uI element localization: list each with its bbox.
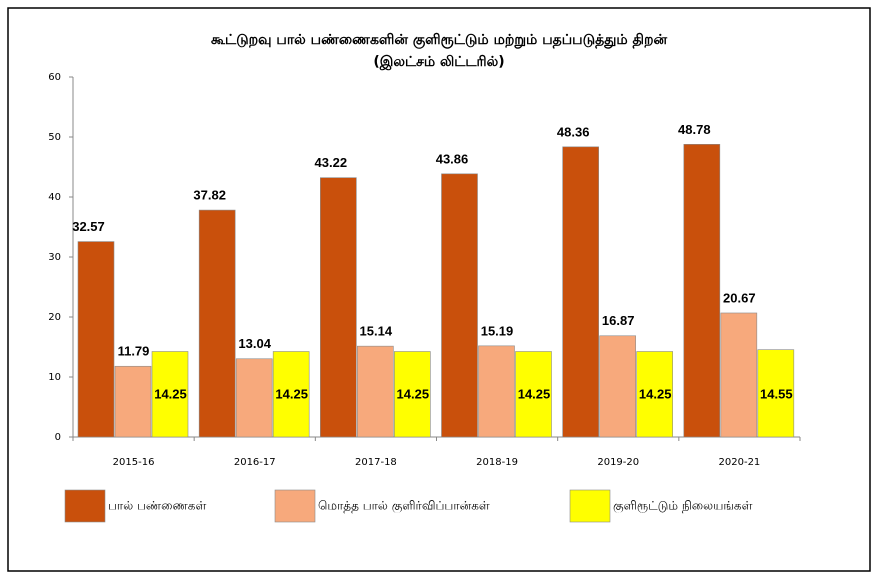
bar	[272, 351, 310, 438]
value-label: 11.79	[118, 344, 150, 359]
y-tick-label: 40	[48, 192, 61, 203]
value-label: 20.67	[723, 290, 756, 305]
bar	[235, 358, 273, 438]
frame	[7, 7, 871, 572]
x-tick-label: 2018-19	[476, 457, 518, 468]
value-label: 43.86	[436, 151, 469, 166]
value-label: 43.22	[315, 155, 348, 170]
value-label: 15.19	[481, 323, 514, 338]
bar	[515, 351, 552, 438]
bar	[198, 209, 236, 438]
chart-subtitle: (இலட்சம் லிட்டரில்)	[373, 54, 504, 70]
bar	[478, 345, 515, 438]
bar	[357, 345, 394, 438]
y-tick-label: 30	[48, 252, 61, 263]
value-label: 14.25	[397, 386, 430, 401]
value-label: 14.55	[760, 386, 793, 401]
bar	[562, 146, 599, 438]
value-label: 14.25	[154, 386, 187, 401]
value-label: 48.36	[557, 124, 590, 139]
value-label: 48.78	[678, 122, 711, 137]
bar	[77, 241, 115, 438]
bar	[599, 335, 636, 438]
bar	[394, 351, 431, 438]
chart-title: கூட்டுறவு பால் பண்ணைகளின் குளிரூட்டும் ம…	[211, 32, 668, 49]
legend-label: குளிரூட்டும் நிலையங்கள்	[613, 499, 753, 514]
bar	[114, 365, 152, 438]
y-tick-label: 10	[48, 372, 61, 383]
bar	[320, 177, 357, 438]
value-label: 14.25	[518, 386, 551, 401]
bar	[757, 349, 795, 438]
x-tick-label: 2019-20	[597, 457, 639, 468]
x-tick-label: 2016-17	[234, 457, 276, 468]
legend-label: பால் பண்ணைகள்	[108, 499, 206, 513]
legend-swatch	[569, 489, 611, 523]
x-tick-label: 2017-18	[355, 457, 397, 468]
legend-label: மொத்த பால் குளிர்விப்பான்கள்	[318, 499, 490, 513]
y-tick-label: 20	[48, 312, 61, 323]
x-tick-label: 2020-21	[719, 457, 761, 468]
y-tick-label: 60	[48, 72, 61, 83]
y-tick-label: 0	[55, 432, 61, 443]
bar	[683, 144, 721, 438]
legend-swatch	[274, 489, 316, 523]
value-label: 14.25	[639, 386, 672, 401]
value-label: 13.04	[238, 336, 271, 351]
legend-swatch	[64, 489, 106, 523]
bar	[720, 312, 758, 438]
value-label: 15.14	[360, 324, 393, 339]
bar	[441, 173, 478, 438]
value-label: 14.25	[275, 386, 308, 401]
value-label: 32.57	[72, 219, 105, 234]
x-tick-label: 2015-16	[113, 457, 155, 468]
y-tick-label: 50	[48, 132, 61, 143]
value-label: 16.87	[602, 313, 635, 328]
bar	[151, 351, 189, 438]
bar	[636, 351, 673, 438]
value-label: 37.82	[193, 188, 226, 203]
